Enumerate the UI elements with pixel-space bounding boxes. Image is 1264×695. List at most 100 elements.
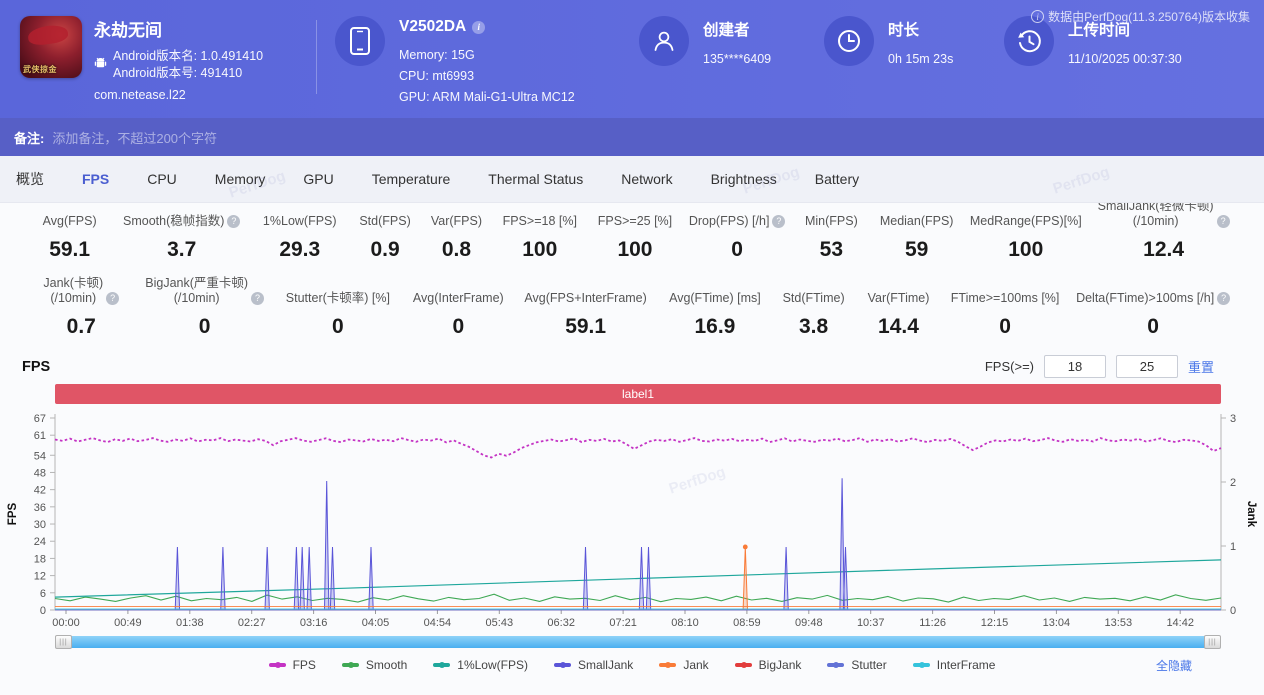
stat-value: 3.7: [167, 238, 197, 261]
tab-fps[interactable]: FPS: [82, 171, 110, 187]
duration-label: 时长: [888, 22, 920, 39]
stat-label: Var(FPS): [430, 214, 483, 228]
help-icon[interactable]: ?: [251, 292, 265, 305]
stat-label: Avg(FPS+InterFrame): [524, 291, 647, 305]
legend-marker: [341, 662, 359, 668]
slider-handle-left[interactable]: |||: [55, 635, 72, 649]
legend-marker: [912, 662, 930, 668]
legend-item-interframe[interactable]: InterFrame: [912, 658, 995, 672]
creator-label: 创建者: [703, 22, 750, 39]
svg-text:04:05: 04:05: [362, 617, 390, 628]
tab-temperature[interactable]: Temperature: [371, 171, 451, 187]
legend-marker: [734, 662, 752, 668]
app-package: com.netease.l22: [94, 88, 186, 102]
stat-value: 0: [999, 315, 1011, 338]
svg-text:08:10: 08:10: [671, 617, 699, 628]
stat-var: Var(FTime) 14.4: [855, 272, 942, 339]
fps-threshold-input-2[interactable]: [1115, 355, 1178, 378]
hide-all-link[interactable]: 全隐藏: [1155, 658, 1192, 673]
tab-cpu[interactable]: CPU: [147, 171, 177, 187]
tab-gpu[interactable]: GPU: [303, 171, 334, 187]
stat-value: 16.9: [694, 315, 736, 338]
device-model: V2502DA: [399, 18, 467, 35]
slider-track[interactable]: [55, 636, 1221, 648]
help-icon[interactable]: ?: [1216, 215, 1230, 228]
legend-item-1lowfps[interactable]: 1%Low(FPS): [433, 658, 528, 672]
svg-text:12:15: 12:15: [981, 617, 1009, 628]
help-icon[interactable]: ?: [1217, 292, 1231, 305]
stat-fps-25-%-: FPS>=25 [%] 100: [587, 203, 682, 262]
chart-range-slider[interactable]: ||| |||: [55, 635, 1221, 649]
stat-label: 1%Low(FPS): [262, 214, 337, 228]
upload-value: 11/10/2025 00:37:30: [1068, 52, 1182, 66]
stat-delta: Delta(FTime)>100ms [/h]? 0: [1068, 272, 1238, 339]
stat-value: 0.8: [441, 238, 472, 261]
tab-memory[interactable]: Memory: [214, 171, 266, 187]
help-icon[interactable]: ?: [227, 215, 241, 228]
stat-value: 100: [617, 238, 653, 261]
stat-median: Median(FPS) 59: [871, 203, 962, 262]
tab-network[interactable]: Network: [621, 171, 673, 187]
tab-概览[interactable]: 概览: [16, 171, 44, 187]
info-icon: i: [1031, 10, 1045, 23]
stat-avg: Avg(InterFrame) 0: [403, 272, 514, 339]
legend-item-smooth[interactable]: Smooth: [341, 658, 407, 672]
help-icon[interactable]: ?: [106, 292, 120, 305]
legend-item-stutter[interactable]: Stutter: [827, 658, 887, 672]
tab-battery[interactable]: Battery: [814, 171, 860, 187]
tab-brightness[interactable]: Brightness: [710, 171, 777, 187]
clock-icon: [824, 16, 874, 66]
svg-text:06:32: 06:32: [547, 617, 575, 628]
note-input-bar[interactable]: 备注: 添加备注，不超过200个字符: [0, 118, 1264, 156]
stat-label: BigJank(严重卡顿) (/10min): [145, 276, 249, 305]
app-icon-caption: 武侠掠金: [23, 65, 57, 74]
stat-fps-18-%-: FPS>=18 [%] 100: [492, 203, 587, 262]
device-info-icon[interactable]: i: [472, 20, 486, 34]
svg-text:11:26: 11:26: [919, 617, 946, 628]
stat-value: 0: [332, 315, 344, 338]
stat-label: Min(FPS): [804, 214, 858, 228]
stat-value: 0: [198, 315, 211, 338]
svg-text:00:00: 00:00: [52, 617, 80, 628]
android-version-lines: Android版本名: 1.0.491410 Android版本号: 49141…: [113, 49, 264, 80]
upload-time-block: 上传时间 11/10/2025 00:37:30: [1004, 16, 1244, 70]
legend-item-bigjank[interactable]: BigJank: [734, 658, 801, 672]
svg-text:13:53: 13:53: [1105, 617, 1133, 628]
device-cpu: CPU: mt6993: [399, 69, 475, 83]
tab-thermal-status[interactable]: Thermal Status: [488, 171, 584, 187]
creator-block: 创建者 135****6409: [639, 16, 824, 70]
legend-item-fps[interactable]: FPS: [268, 658, 316, 672]
reset-link[interactable]: 重置: [1187, 360, 1214, 375]
svg-text:0: 0: [40, 605, 46, 617]
stat-std: Std(FPS) 0.9: [349, 203, 420, 262]
svg-text:03:16: 03:16: [300, 617, 328, 628]
stat-medrange: MedRange(FPS)[%] 100: [962, 203, 1089, 262]
svg-text:6: 6: [40, 588, 46, 600]
legend-item-smalljank[interactable]: SmallJank: [553, 658, 633, 672]
svg-text:67: 67: [34, 413, 46, 425]
svg-text:24: 24: [34, 536, 46, 548]
fps-stats-panel: Avg(FPS) 59.1 Smooth(稳帧指数)? 3.7 1%Low(FPS) 29…: [0, 202, 1264, 347]
fps-chart-area[interactable]: PerfDog 0 6 12 18 24 30 36 42 48 54 61 67 0 1 2 3 FPS Jan…: [0, 410, 1264, 633]
app-info-block: 武侠掠金 永劫无间 Android版本名: 1.0.491410 Android…: [20, 16, 310, 102]
creator-value: 135****6409: [703, 52, 772, 66]
stat-value: 14.4: [878, 315, 919, 338]
stat-jank: Jank(卡顿) (/10min)? 0.7: [26, 272, 137, 339]
stat-label: SmallJank(轻微卡顿) (/10min): [1097, 203, 1214, 228]
stat-avg: Avg(FPS) 59.1: [26, 203, 113, 262]
stat-avg: Avg(FTime) [ms] 16.9: [658, 272, 772, 339]
legend-marker: [553, 662, 571, 668]
slider-handle-right[interactable]: |||: [1204, 635, 1221, 649]
fps-threshold-input-1[interactable]: [1043, 355, 1106, 378]
device-gpu: GPU: ARM Mali-G1-Ultra MC12: [399, 90, 575, 104]
fps-section-title: FPS: [22, 358, 51, 375]
help-icon[interactable]: ?: [772, 215, 786, 228]
svg-text:36: 36: [34, 502, 46, 514]
stat-drop: Drop(FPS) [/h]? 0: [683, 203, 792, 262]
legend-item-jank[interactable]: Jank: [659, 658, 709, 672]
svg-text:00:49: 00:49: [114, 617, 142, 628]
svg-text:01:38: 01:38: [176, 617, 204, 628]
stat-smalljank: SmallJank(轻微卡顿) (/10min)? 12.4: [1089, 203, 1238, 262]
stat-value: 0.7: [66, 315, 96, 338]
